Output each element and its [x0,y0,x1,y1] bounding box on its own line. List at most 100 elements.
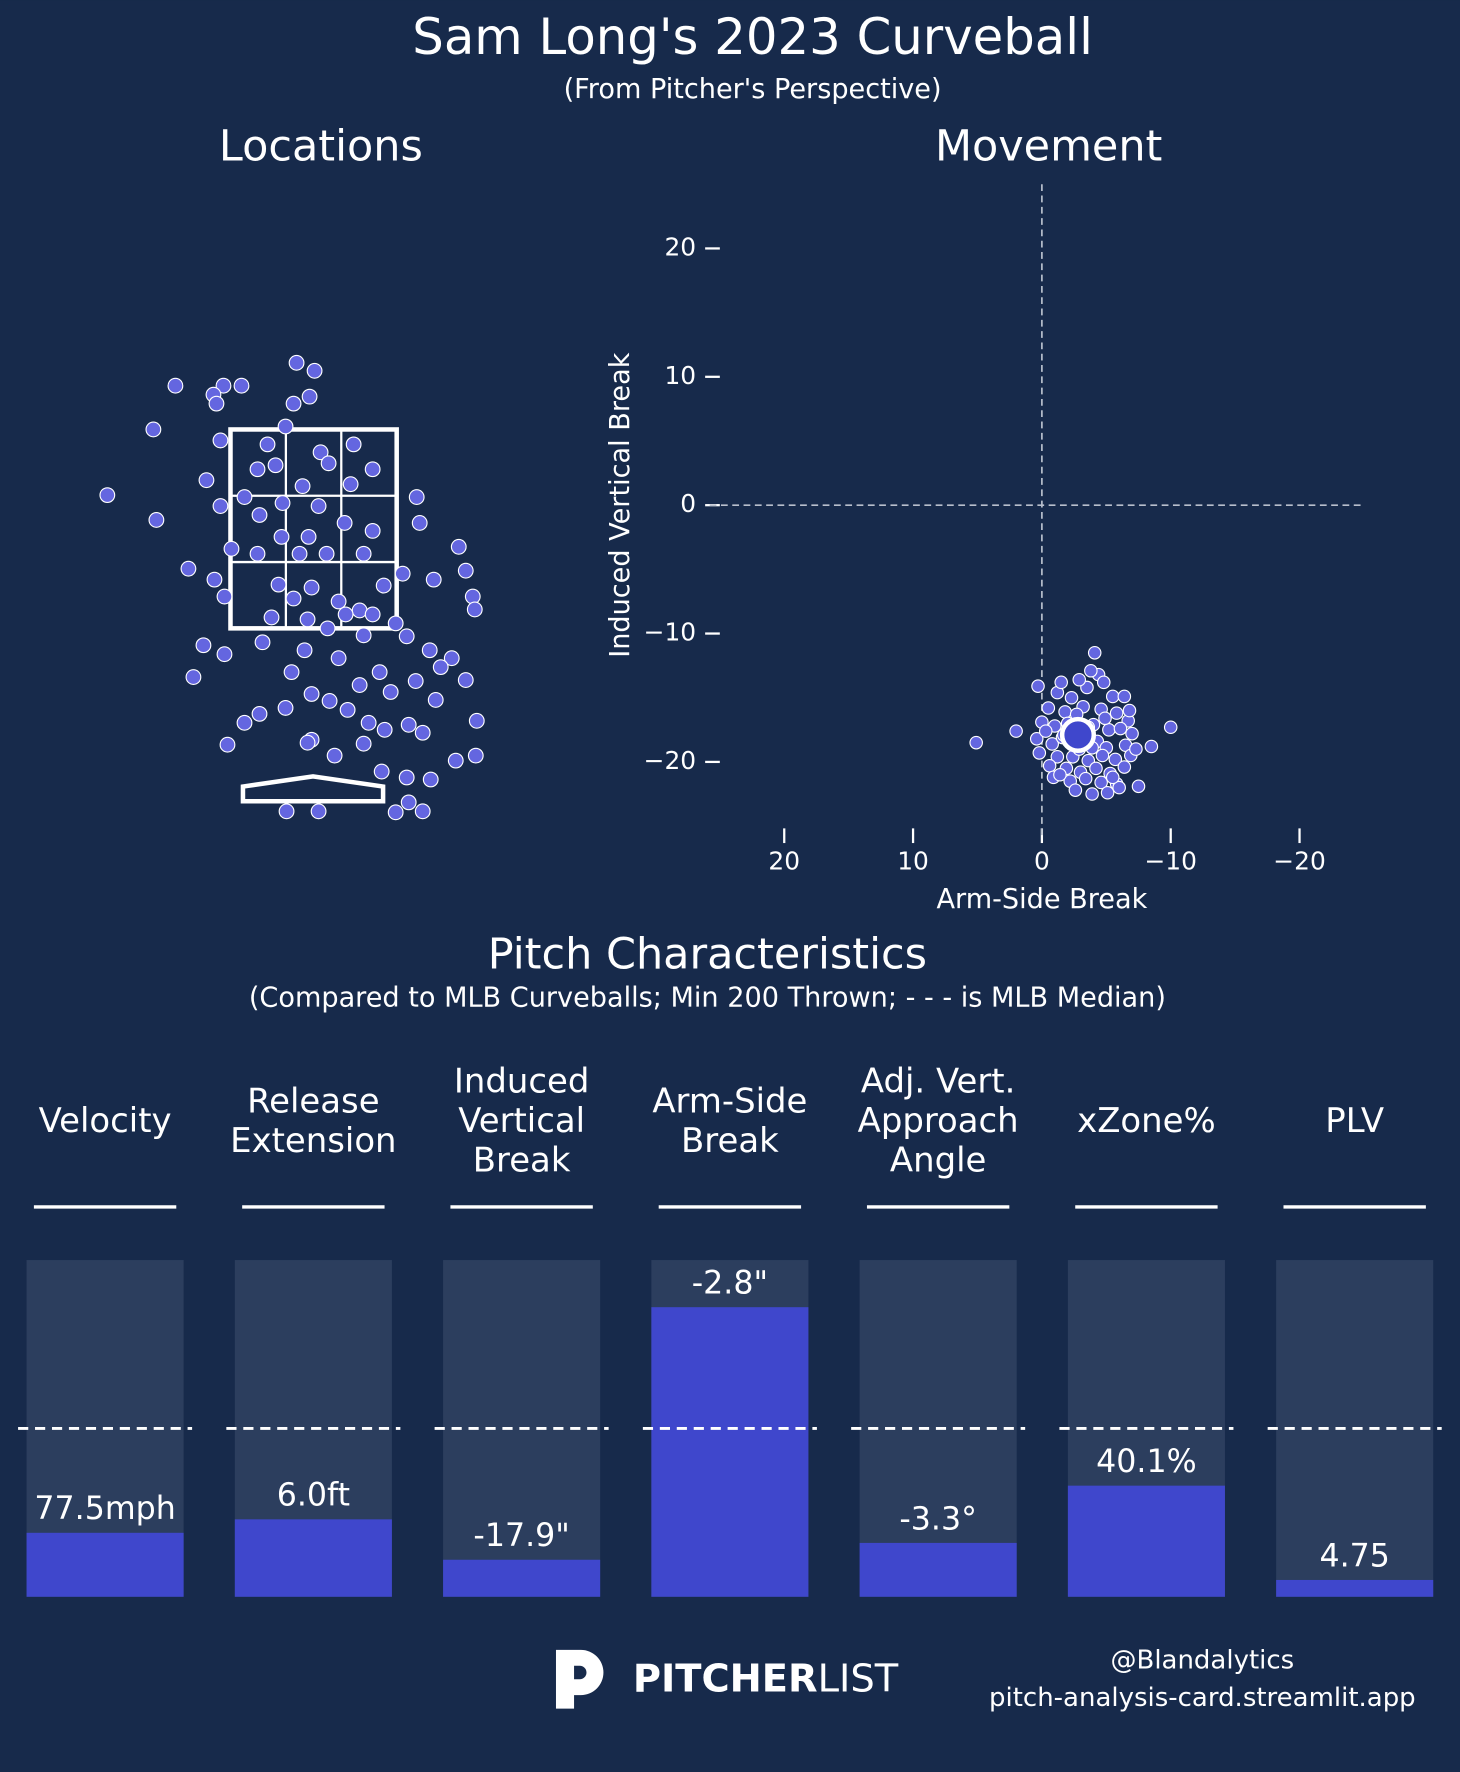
pitch-location [351,602,368,619]
pitch-location [208,395,225,412]
pitch-location [468,712,485,729]
metric-label: Release Extension [230,1081,396,1160]
pitch-location [318,545,335,562]
pitch-location [398,628,415,645]
pitch-location [277,418,294,435]
metric-label-line: Adj. Vert. [861,1061,1015,1100]
home-plate [240,774,386,804]
pitch-location [273,528,290,545]
stat-label: 4.75 [1319,1538,1389,1574]
pitch-location [215,377,232,394]
pitch-movement [1117,689,1132,704]
pitch-location [212,432,229,449]
pitch-movement [1084,663,1098,678]
pitch-location [464,588,481,605]
pitch-location [300,528,317,545]
metric-label-line: Velocity [39,1101,172,1140]
pitch-location [198,472,215,489]
pitch-movement [1100,785,1115,800]
metric-label-line: Extension [230,1120,396,1159]
pitch-movement [1009,724,1023,738]
metric-label-line: Release [247,1081,379,1120]
credit-site: pitch-analysis-card.streamlit.app [989,1683,1416,1713]
pitch-location [148,512,165,528]
pitch-location [303,686,320,702]
pitch-location [394,565,411,582]
y-tick-label: 20 [664,232,696,261]
pitch-location [382,684,399,700]
pitch-location [336,515,353,531]
movement-title: Movement [935,122,1162,172]
metric-label: PLV [1325,1101,1384,1140]
bar [443,1559,601,1597]
bar [26,1532,184,1597]
metric-label-line: Angle [890,1140,986,1179]
pitch-location [294,478,311,495]
metric-label: Adj. Vert. Approach Angle [858,1061,1019,1179]
pitch-location [288,354,305,371]
logo-mark [555,1649,604,1709]
pitch-movement [1131,779,1146,794]
pitch-movement [1105,770,1120,785]
pitch-movement [1054,675,1068,690]
pitch-location [457,562,474,579]
pitch-movement [1095,748,1110,763]
pitch-location [400,716,417,733]
pitch-movement [1050,750,1065,764]
pitch-movement [1144,739,1159,754]
pitch-movement [1038,724,1053,738]
y-tick-label: 0 [680,489,696,518]
pitch-location [299,734,316,751]
credit-handle: @Blandalytics [1111,1646,1295,1676]
brand-bold: PITCHER [633,1656,818,1701]
pitch-movement [1064,690,1079,705]
x-tick-label: −20 [1273,846,1325,875]
pitch-movement [1125,726,1139,741]
x-tick-label: 10 [897,846,929,875]
pitch-location [432,659,449,676]
metric-label-line: Approach [858,1101,1019,1140]
stat-label: 40.1% [1096,1444,1196,1480]
metric-label: Arm-Side Break [652,1081,807,1160]
pitch-location [277,699,294,716]
bar [1276,1579,1434,1597]
pitch-location [303,579,320,596]
pitch-location [285,590,302,607]
pitch-location [254,634,271,651]
card-subtitle: (From Pitcher's Perspective) [564,74,942,105]
pitch-location [145,421,162,438]
pitch-location [371,664,388,681]
pitch-movement [1031,679,1045,693]
average-movement [1059,716,1097,754]
pitch-location [387,804,404,821]
pitch-location [206,571,223,588]
pitch-location [421,642,438,659]
metric-label: xZone% [1077,1101,1216,1140]
pitch-location [408,489,425,505]
pitch-location [310,803,327,820]
pitch-movement [1045,737,1059,751]
pitch-movement [1163,720,1178,735]
pitch-location [251,507,268,523]
pitch-location [319,620,336,637]
pitch-location [212,498,229,514]
pitch-location [180,560,197,577]
pitch-location [355,735,372,752]
brand: PITCHERLIST [633,1656,899,1701]
y-tick-label: 10 [664,361,696,390]
pitch-location [274,495,291,511]
pitch-location [337,606,354,623]
pitch-location [259,436,276,453]
stat-label: -17.9" [473,1518,569,1554]
pitch-location [351,677,368,693]
pitch-movement [969,735,983,750]
pitch-location [223,540,240,557]
stat-label: 6.0ft [277,1478,350,1514]
stat-label: -3.3° [899,1501,977,1537]
pitch-location [345,436,362,453]
pitch-location [99,487,116,504]
pitch-location [355,545,372,562]
pitch-location [249,545,266,562]
pitch-movement [1112,780,1126,795]
